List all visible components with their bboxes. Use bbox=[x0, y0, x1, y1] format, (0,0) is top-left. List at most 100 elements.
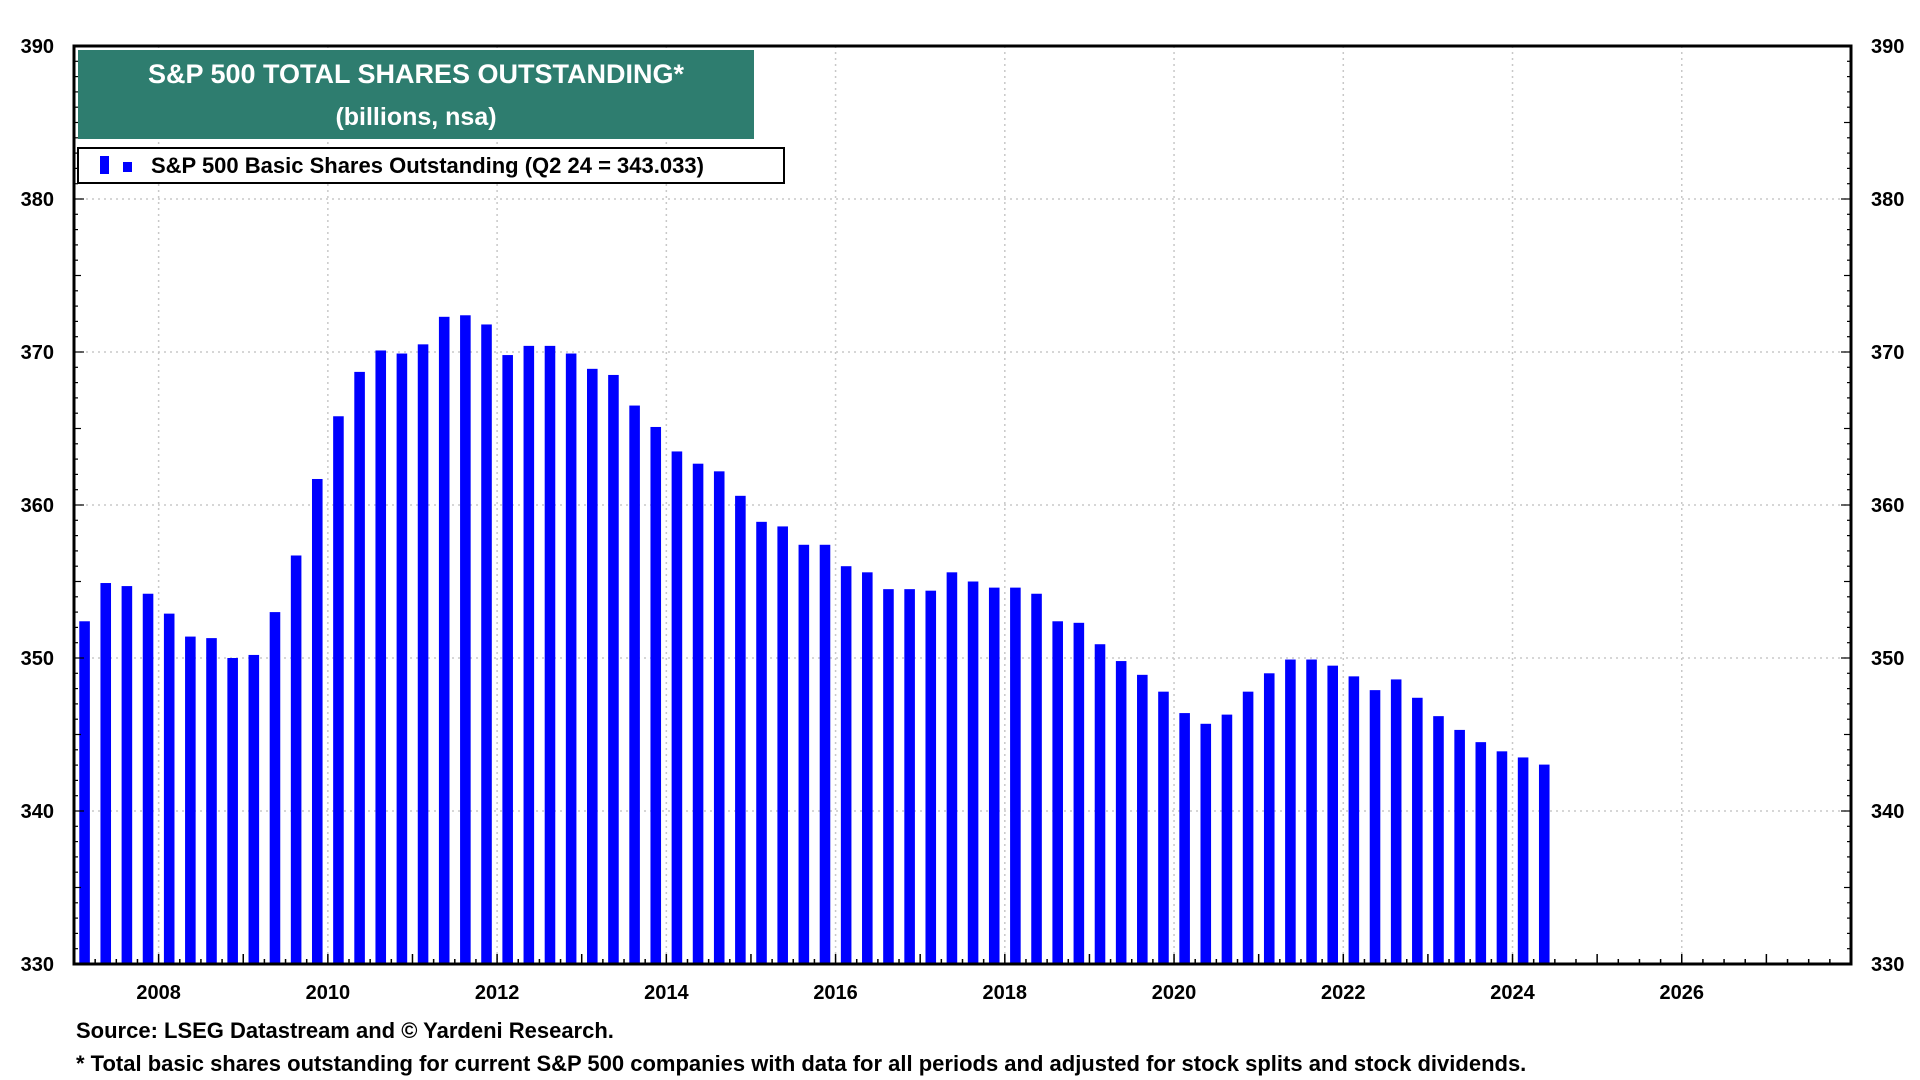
bar bbox=[1242, 691, 1254, 964]
y-tick-label-left: 390 bbox=[21, 36, 54, 58]
title-box: S&P 500 TOTAL SHARES OUTSTANDING* (billi… bbox=[78, 50, 754, 139]
bar bbox=[1454, 729, 1465, 964]
bar bbox=[1052, 621, 1063, 964]
x-tick-label: 2026 bbox=[1660, 982, 1705, 1004]
y-tick-label-left: 340 bbox=[21, 801, 54, 823]
bar bbox=[1179, 713, 1190, 964]
x-tick-label: 2010 bbox=[306, 982, 351, 1004]
bar bbox=[1285, 659, 1296, 964]
bar bbox=[1094, 644, 1106, 964]
bar bbox=[798, 544, 810, 964]
bar bbox=[354, 371, 365, 964]
y-tick-label-left: 350 bbox=[21, 648, 54, 670]
x-tick-label: 2022 bbox=[1321, 982, 1366, 1004]
bar bbox=[946, 572, 958, 964]
bar bbox=[1369, 690, 1381, 964]
bars bbox=[79, 315, 1550, 965]
bar bbox=[1137, 674, 1148, 964]
bar bbox=[650, 426, 662, 965]
chart-subtitle: (billions, nsa) bbox=[335, 103, 496, 131]
bar bbox=[565, 353, 577, 964]
y-tick-label-right: 350 bbox=[1871, 648, 1904, 670]
y-axis-right: 330 340 350 360 370 380 390 bbox=[1871, 36, 1904, 976]
x-tick-label: 2024 bbox=[1490, 982, 1535, 1004]
legend-swatch-icon bbox=[123, 162, 132, 172]
bar bbox=[290, 555, 302, 964]
y-tick-label-right: 370 bbox=[1871, 342, 1904, 364]
legend: S&P 500 Basic Shares Outstanding (Q2 24 … bbox=[77, 147, 785, 184]
chart-title: S&P 500 TOTAL SHARES OUTSTANDING* bbox=[148, 59, 685, 89]
x-tick-label: 2020 bbox=[1152, 982, 1197, 1004]
bar bbox=[1496, 751, 1508, 964]
bar bbox=[417, 344, 429, 965]
x-tick-label: 2008 bbox=[136, 982, 181, 1004]
bar bbox=[1010, 587, 1021, 964]
y-tick-label-left: 330 bbox=[21, 954, 54, 976]
bar bbox=[142, 593, 154, 964]
bar bbox=[1538, 764, 1550, 964]
y-tick-label-left: 370 bbox=[21, 342, 54, 364]
y-tick-label-right: 390 bbox=[1871, 36, 1904, 58]
bar bbox=[1412, 697, 1423, 964]
bar bbox=[206, 638, 217, 964]
bar bbox=[777, 526, 788, 964]
bar bbox=[713, 471, 725, 964]
bar bbox=[1475, 742, 1487, 964]
bar bbox=[79, 621, 90, 964]
y-tick-label-right: 380 bbox=[1871, 189, 1904, 211]
bar bbox=[523, 345, 535, 964]
bar bbox=[629, 405, 640, 964]
bar bbox=[883, 589, 894, 964]
y-tick-label-right: 330 bbox=[1871, 954, 1904, 976]
bar bbox=[185, 636, 196, 964]
y-tick-label-right: 340 bbox=[1871, 801, 1904, 823]
bar bbox=[967, 581, 979, 964]
bar bbox=[248, 654, 260, 964]
y-axis-left: 330 340 350 360 370 380 390 bbox=[21, 36, 54, 976]
bar bbox=[396, 353, 408, 964]
bar bbox=[1073, 622, 1085, 964]
bar bbox=[904, 589, 915, 964]
bar bbox=[587, 368, 598, 965]
bar bbox=[1158, 691, 1169, 964]
y-tick-label-right: 360 bbox=[1871, 495, 1904, 517]
x-axis: 2008 2010 2012 2014 2016 2018 2020 2022 2024 2026 bbox=[73, 45, 1852, 1004]
bar bbox=[608, 374, 619, 964]
bar bbox=[1517, 757, 1529, 964]
bar bbox=[544, 345, 556, 964]
x-tick-label: 2016 bbox=[813, 982, 858, 1004]
y-tick-label-left: 380 bbox=[21, 189, 54, 211]
bar bbox=[735, 495, 746, 964]
bar bbox=[502, 355, 513, 964]
bar bbox=[1306, 659, 1317, 964]
bar bbox=[311, 478, 323, 964]
bar bbox=[460, 315, 471, 964]
x-tick-label: 2014 bbox=[644, 982, 689, 1004]
bar bbox=[121, 586, 133, 964]
bar bbox=[1115, 661, 1127, 964]
legend-swatch-icon bbox=[100, 156, 109, 174]
title-background bbox=[78, 50, 754, 139]
bar bbox=[1031, 593, 1042, 964]
bar bbox=[988, 587, 1000, 964]
bar bbox=[692, 463, 704, 964]
bar bbox=[1200, 723, 1212, 964]
bar bbox=[1390, 679, 1402, 964]
bar bbox=[163, 613, 175, 964]
bar bbox=[756, 521, 767, 964]
bar bbox=[1433, 716, 1444, 964]
bar bbox=[1327, 665, 1338, 964]
bar bbox=[100, 583, 112, 964]
bar bbox=[840, 566, 852, 964]
bar bbox=[1263, 673, 1275, 964]
bar bbox=[438, 316, 450, 964]
bar bbox=[375, 350, 387, 965]
legend-label: S&P 500 Basic Shares Outstanding (Q2 24 … bbox=[151, 153, 704, 178]
bar bbox=[819, 544, 831, 964]
bar bbox=[333, 416, 344, 964]
bar bbox=[269, 612, 281, 964]
bar bbox=[1221, 714, 1233, 964]
x-tick-label: 2018 bbox=[983, 982, 1028, 1004]
bar bbox=[227, 658, 238, 964]
